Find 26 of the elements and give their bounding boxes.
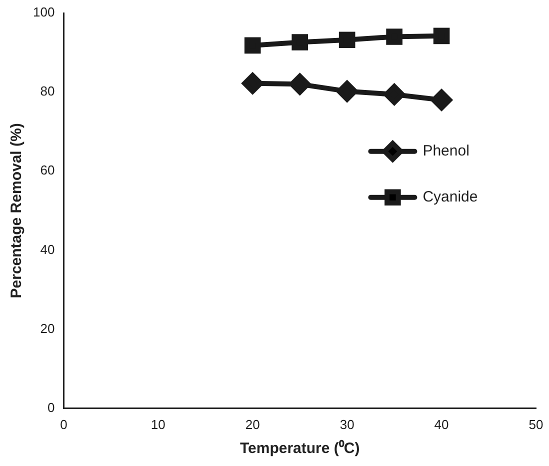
x-tick-label: 20 <box>245 416 260 432</box>
x-tick-label: 10 <box>150 416 166 432</box>
x-axis-title: Temperature (⁰C) <box>240 439 360 458</box>
y-tick-label: 60 <box>40 162 55 178</box>
point <box>336 80 358 102</box>
legend-label: Cyanide <box>422 188 478 206</box>
point <box>384 84 405 105</box>
point <box>338 32 356 48</box>
x-tick-label: 50 <box>528 416 544 432</box>
y-tick-label: 0 <box>47 400 55 415</box>
point <box>244 37 261 54</box>
y-tick-label: 80 <box>40 84 55 99</box>
point <box>431 89 452 110</box>
x-tick-label: 30 <box>340 416 354 432</box>
point <box>386 28 402 45</box>
point <box>433 28 450 44</box>
legend-label: Phenol <box>422 142 470 160</box>
point <box>292 34 308 50</box>
point <box>242 72 264 94</box>
x-tick-label: 40 <box>434 416 449 432</box>
x-tick-label: 0 <box>60 416 68 432</box>
point <box>289 74 310 95</box>
y-tick-label: 20 <box>40 320 55 336</box>
y-tick-label: 100 <box>32 4 55 20</box>
y-tick-label: 40 <box>40 242 55 257</box>
y-axis-title: Percentage Removal (%) <box>8 123 26 298</box>
